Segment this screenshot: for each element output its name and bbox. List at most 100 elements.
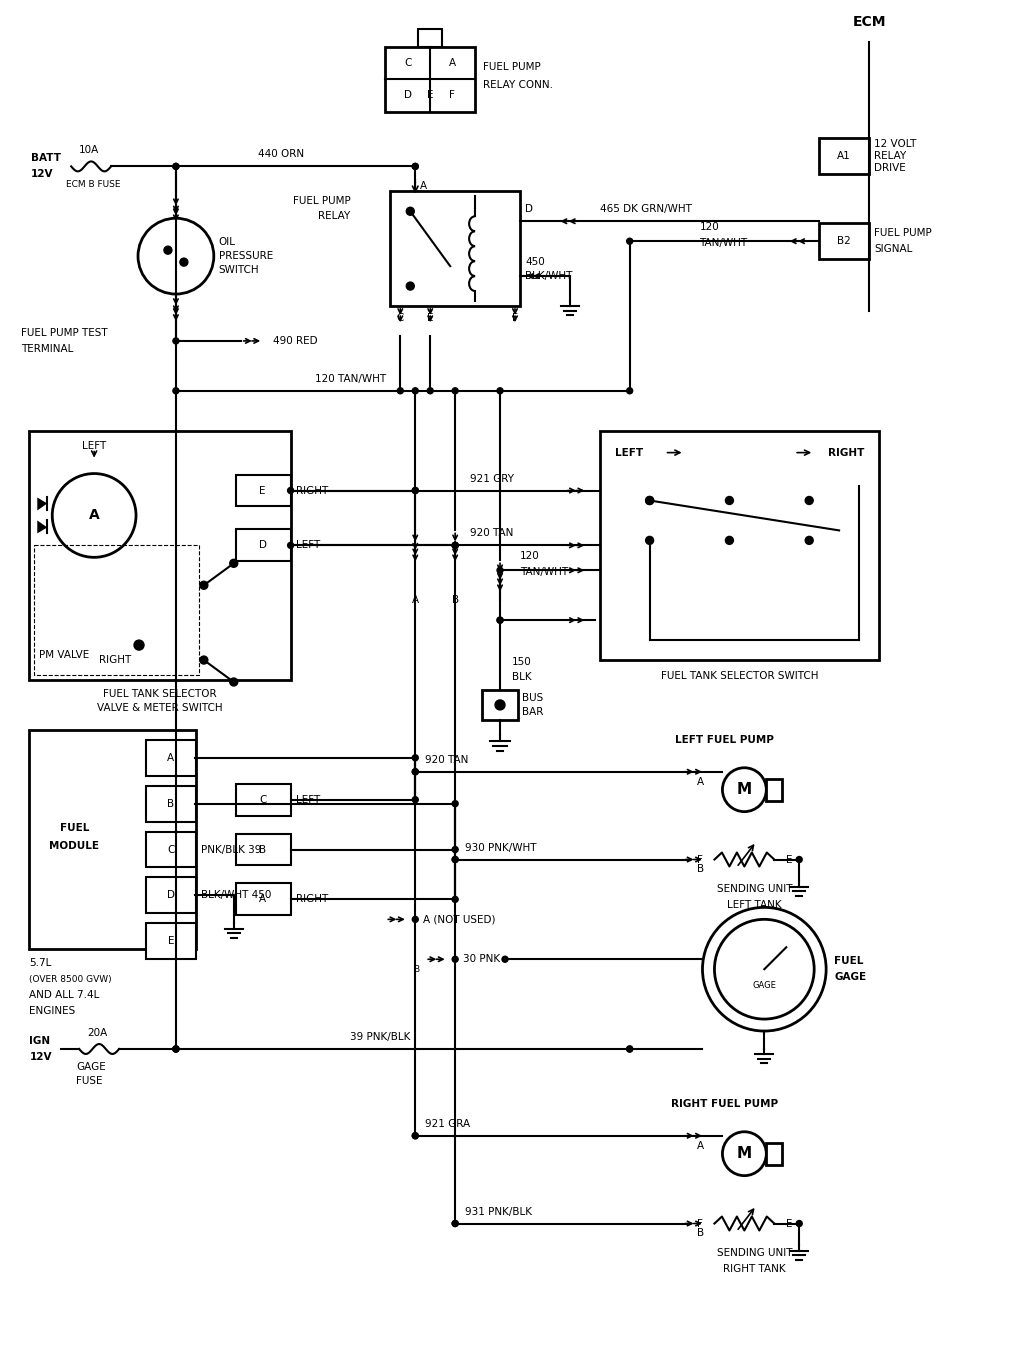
Text: PNK/BLK 39: PNK/BLK 39 [201,845,261,854]
Text: E: E [786,1218,793,1229]
Text: 921 GRA: 921 GRA [425,1119,470,1128]
Text: A (NOT USED): A (NOT USED) [423,914,496,925]
Text: TERMINAL: TERMINAL [22,344,74,354]
Text: BLK: BLK [512,672,531,682]
Text: C: C [167,845,175,854]
Text: GAGE: GAGE [753,980,776,990]
Circle shape [453,542,458,549]
Circle shape [627,1046,633,1052]
Circle shape [702,907,826,1031]
Bar [236,530,291,561]
Circle shape [173,163,179,170]
Text: 921 GRY: 921 GRY [470,474,514,483]
Circle shape [413,755,418,760]
Text: 39 PNK/BLK: 39 PNK/BLK [350,1032,411,1042]
Text: E: E [168,936,174,947]
Text: A1: A1 [838,152,851,162]
Text: SENDING UNIT: SENDING UNIT [717,884,793,895]
Text: M: M [737,1146,752,1161]
Bar [146,786,196,822]
Circle shape [497,617,503,623]
Circle shape [173,338,179,344]
Circle shape [646,536,653,545]
Text: ECM: ECM [852,15,886,29]
Circle shape [407,282,415,291]
Circle shape [397,388,403,394]
Circle shape [413,1133,418,1139]
Bar [30,430,291,680]
Text: M: M [737,782,752,797]
Bar [236,884,291,915]
Text: 450: 450 [525,257,545,268]
Text: A: A [167,752,174,763]
Circle shape [229,678,238,686]
Text: D: D [404,90,413,99]
Text: 465 DK GRN/WHT: 465 DK GRN/WHT [600,204,691,215]
Bar [146,923,196,959]
Bar [819,223,869,259]
Text: 440 ORN: 440 ORN [258,149,304,159]
Circle shape [413,488,418,493]
Text: RIGHT TANK: RIGHT TANK [723,1264,785,1274]
Text: D: D [167,891,175,900]
Circle shape [646,497,653,504]
Text: C: C [259,794,266,805]
Text: 5.7L: 5.7L [30,959,51,968]
Bar [600,430,879,660]
Text: RIGHT: RIGHT [827,448,864,458]
Text: 120: 120 [520,551,540,561]
Text: E: E [786,854,793,865]
Circle shape [413,163,418,170]
Circle shape [453,896,458,903]
Circle shape [722,1131,766,1176]
Text: BLK/WHT: BLK/WHT [525,272,572,281]
Text: 920 TAN: 920 TAN [425,755,469,765]
Text: RELAY: RELAY [874,152,906,162]
Bar [146,877,196,914]
Text: 12V: 12V [30,1052,52,1062]
Text: E: E [427,312,433,323]
Text: MODULE: MODULE [49,841,99,850]
Text: 490 RED: 490 RED [272,335,317,346]
Text: F: F [696,1218,702,1229]
Text: B: B [697,1229,705,1238]
Circle shape [288,542,294,549]
Circle shape [413,488,418,493]
Bar [236,474,291,507]
Text: FUEL PUMP TEST: FUEL PUMP TEST [22,327,108,338]
Text: LEFT FUEL PUMP: LEFT FUEL PUMP [675,735,774,744]
Circle shape [413,917,418,922]
Bar [766,1142,781,1165]
Text: B: B [697,865,705,875]
Text: SWITCH: SWITCH [219,265,259,276]
Text: RELAY CONN.: RELAY CONN. [483,80,553,90]
Polygon shape [37,520,47,534]
Text: LEFT: LEFT [296,540,319,550]
Text: A: A [89,508,99,523]
Text: F: F [450,90,455,99]
Text: B2: B2 [838,236,851,246]
Circle shape [453,1221,458,1226]
Text: 30 PNK: 30 PNK [463,955,501,964]
Circle shape [722,767,766,812]
Bar [146,740,196,775]
Bar [236,784,291,816]
Circle shape [453,542,458,549]
Circle shape [173,1046,179,1052]
Text: 20A: 20A [87,1028,108,1038]
Text: 12V: 12V [32,170,54,179]
Text: 150: 150 [512,657,531,667]
Text: D: D [259,540,266,550]
Text: RIGHT: RIGHT [296,895,328,904]
Bar [819,139,869,174]
Circle shape [173,1046,179,1052]
Circle shape [427,388,433,394]
Text: 10A: 10A [79,145,99,155]
Text: B: B [259,845,266,854]
Circle shape [495,699,505,710]
Circle shape [413,797,418,803]
Text: FUEL PUMP: FUEL PUMP [293,197,350,206]
Circle shape [134,640,144,650]
Text: BATT: BATT [32,153,61,163]
Text: A: A [449,57,456,68]
